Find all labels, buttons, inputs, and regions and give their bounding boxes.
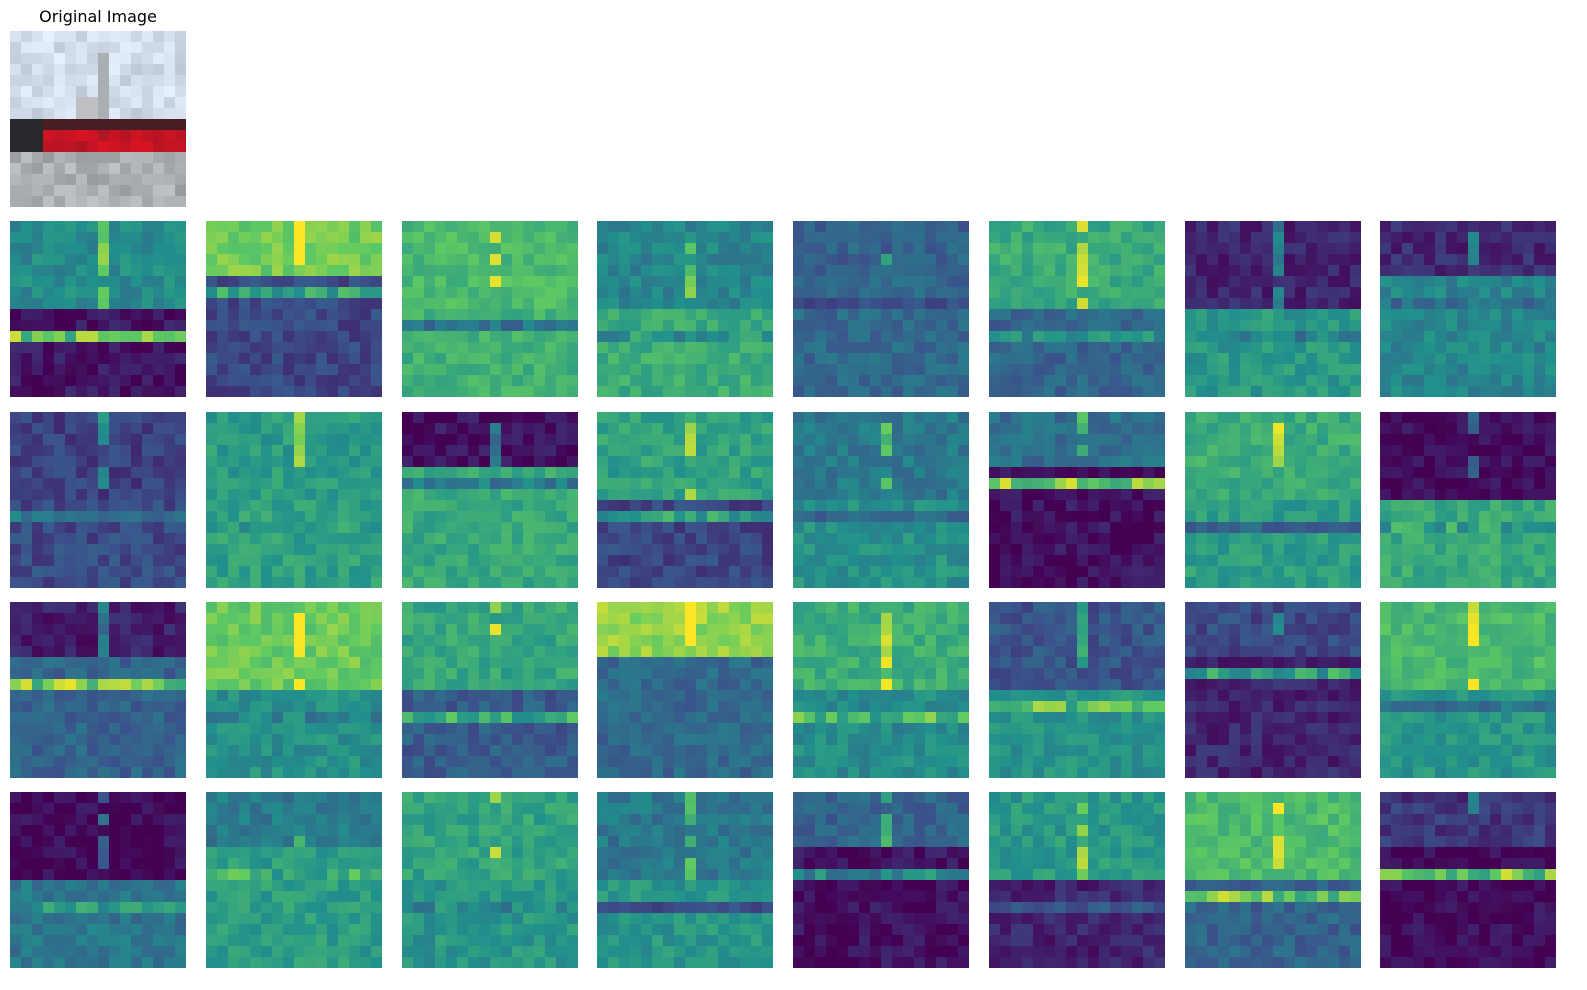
feature-map-1 xyxy=(10,221,186,397)
feature-map-6 xyxy=(989,221,1165,397)
feature-map-11 xyxy=(402,412,578,588)
feature-map-26 xyxy=(206,792,382,968)
feature-map-17 xyxy=(10,602,186,778)
feature-map-19 xyxy=(402,602,578,778)
feature-map-22 xyxy=(989,602,1165,778)
feature-map-9 xyxy=(10,412,186,588)
feature-map-27 xyxy=(402,792,578,968)
feature-map-20 xyxy=(597,602,773,778)
original-image xyxy=(10,31,186,207)
feature-map-32 xyxy=(1380,792,1556,968)
feature-map-25 xyxy=(10,792,186,968)
feature-map-13 xyxy=(793,412,969,588)
feature-map-21 xyxy=(793,602,969,778)
feature-map-24 xyxy=(1380,602,1556,778)
feature-map-3 xyxy=(402,221,578,397)
feature-map-15 xyxy=(1185,412,1361,588)
feature-map-30 xyxy=(989,792,1165,968)
feature-map-31 xyxy=(1185,792,1361,968)
feature-map-16 xyxy=(1380,412,1556,588)
feature-map-4 xyxy=(597,221,773,397)
feature-map-12 xyxy=(597,412,773,588)
feature-map-2 xyxy=(206,221,382,397)
feature-map-8 xyxy=(1380,221,1556,397)
feature-map-5 xyxy=(793,221,969,397)
feature-map-18 xyxy=(206,602,382,778)
feature-map-23 xyxy=(1185,602,1361,778)
original-image-title: Original Image xyxy=(39,7,157,26)
feature-map-29 xyxy=(793,792,969,968)
feature-map-14 xyxy=(989,412,1165,588)
feature-map-10 xyxy=(206,412,382,588)
feature-map-7 xyxy=(1185,221,1361,397)
feature-map-28 xyxy=(597,792,773,968)
